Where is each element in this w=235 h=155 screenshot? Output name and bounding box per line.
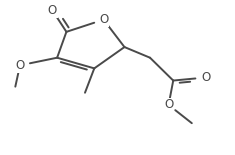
Text: O: O: [48, 4, 57, 17]
Text: O: O: [201, 71, 210, 84]
Text: O: O: [99, 13, 108, 26]
Text: O: O: [164, 98, 173, 111]
Text: O: O: [15, 59, 25, 72]
